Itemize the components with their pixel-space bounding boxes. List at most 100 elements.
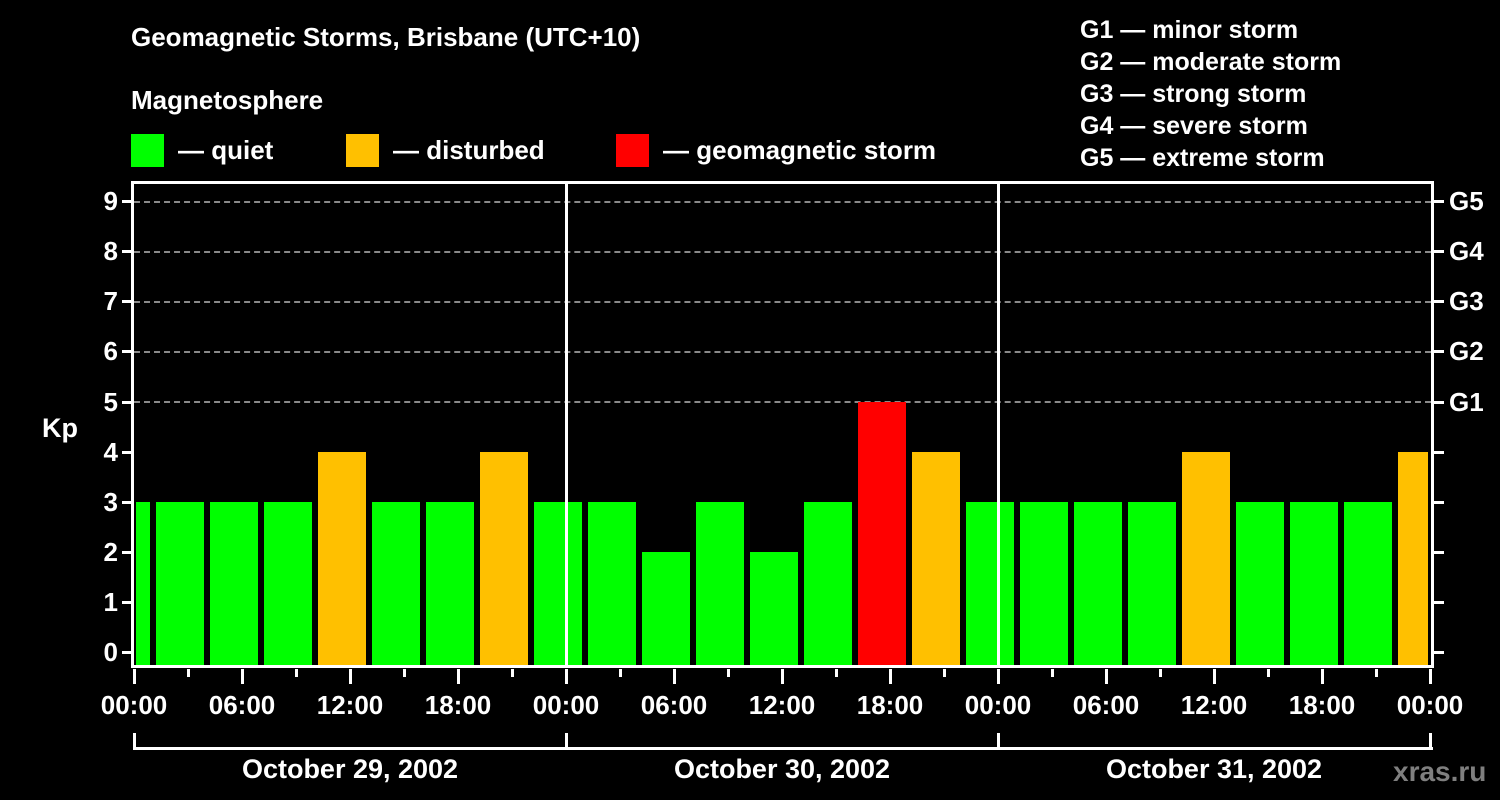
x-major-tick xyxy=(1105,669,1108,684)
x-major-tick xyxy=(241,669,244,684)
day-bracket-tick xyxy=(133,733,136,750)
kp-bar xyxy=(1020,502,1068,666)
x-minor-tick xyxy=(835,669,838,677)
x-minor-tick xyxy=(1159,669,1162,677)
y-tick xyxy=(122,451,132,454)
legend-storm: — geomagnetic storm xyxy=(616,134,936,167)
y-tick xyxy=(122,401,132,404)
y-tick-label: 3 xyxy=(103,487,118,517)
x-tick-label: 00:00 xyxy=(1396,690,1464,720)
g-level-label: G2 xyxy=(1449,336,1484,366)
kp-bar xyxy=(1398,452,1428,666)
y-tick-label: 1 xyxy=(103,587,118,617)
x-tick-label: 06:00 xyxy=(208,690,276,720)
legend-swatch-disturbed xyxy=(346,134,379,167)
x-tick-label: 00:00 xyxy=(964,690,1032,720)
x-minor-tick xyxy=(403,669,406,677)
kp-bar xyxy=(1128,502,1176,666)
kp-bar xyxy=(264,502,312,666)
y-axis-label: Kp xyxy=(42,413,78,443)
x-major-tick xyxy=(565,669,568,684)
x-major-tick xyxy=(781,669,784,684)
legend-disturbed: — disturbed xyxy=(346,134,545,167)
legend-label-quiet: — quiet xyxy=(178,135,274,165)
kp-bar xyxy=(1290,502,1338,666)
y-tick xyxy=(122,501,132,504)
legend-label-disturbed: — disturbed xyxy=(393,135,545,165)
legend-swatch-storm xyxy=(616,134,649,167)
right-tick xyxy=(1434,200,1444,203)
kp-bar xyxy=(156,502,204,666)
kp-bar xyxy=(210,502,258,666)
kp-bar xyxy=(1344,502,1392,666)
x-major-tick xyxy=(673,669,676,684)
day-separator xyxy=(565,181,568,668)
right-tick xyxy=(1434,451,1444,454)
day-bracket-tick xyxy=(1429,733,1432,750)
y-tick xyxy=(122,651,132,654)
kp-bar xyxy=(858,402,906,666)
g-scale-item: G4 — severe storm xyxy=(1080,112,1308,140)
kp-bar xyxy=(1074,502,1122,666)
kp-bar xyxy=(426,502,474,666)
gridline-kp9 xyxy=(134,201,1431,203)
right-tick xyxy=(1434,601,1444,604)
y-tick-label: 4 xyxy=(103,437,118,467)
legend-swatch-quiet xyxy=(131,134,164,167)
x-tick-label: 18:00 xyxy=(1288,690,1356,720)
right-tick xyxy=(1434,651,1444,654)
gridline-kp7 xyxy=(134,301,1431,303)
y-tick xyxy=(122,601,132,604)
x-major-tick xyxy=(889,669,892,684)
x-tick-label: 12:00 xyxy=(748,690,816,720)
y-tick-label: 2 xyxy=(103,537,118,567)
y-tick xyxy=(122,250,132,253)
x-tick-label: 12:00 xyxy=(1180,690,1248,720)
x-minor-tick xyxy=(1267,669,1270,677)
y-tick-label: 5 xyxy=(103,387,118,417)
gridline-kp5 xyxy=(134,401,1431,403)
chart-subtitle: Magnetosphere xyxy=(131,85,324,115)
g-level-label: G1 xyxy=(1449,387,1484,417)
x-tick-label: 00:00 xyxy=(100,690,168,720)
x-major-tick xyxy=(1213,669,1216,684)
plot-area xyxy=(131,181,1434,668)
kp-bar xyxy=(136,502,150,666)
gridline-kp8 xyxy=(134,251,1431,253)
day-label-oct30: October 30, 2002 xyxy=(673,754,891,784)
kp-bar xyxy=(1182,452,1230,666)
x-minor-tick xyxy=(511,669,514,677)
x-minor-tick xyxy=(943,669,946,677)
kp-bar xyxy=(912,452,960,666)
legend-label-storm: — geomagnetic storm xyxy=(663,135,937,165)
x-minor-tick xyxy=(1375,669,1378,677)
day-bracket-line xyxy=(133,747,1433,750)
kp-bar xyxy=(696,502,744,666)
day-label-oct29: October 29, 2002 xyxy=(241,754,459,784)
g-level-label: G3 xyxy=(1449,286,1484,316)
kp-bar xyxy=(750,552,798,666)
y-tick-label: 0 xyxy=(103,637,118,667)
kp-bar xyxy=(372,502,420,666)
x-tick-label: 00:00 xyxy=(532,690,600,720)
x-major-tick xyxy=(457,669,460,684)
day-bracket-tick xyxy=(997,733,1000,750)
y-tick-label: 8 xyxy=(103,236,118,266)
y-tick xyxy=(122,300,132,303)
g-scale-legend: G1 — minor storm G2 — moderate storm G3 … xyxy=(1080,14,1341,174)
x-minor-tick xyxy=(727,669,730,677)
kp-bar xyxy=(1236,502,1284,666)
y-tick-label: 7 xyxy=(103,286,118,316)
x-tick-label: 12:00 xyxy=(316,690,384,720)
x-major-tick xyxy=(349,669,352,684)
x-tick-label: 18:00 xyxy=(424,690,492,720)
right-tick xyxy=(1434,350,1444,353)
g-scale-item: G1 — minor storm xyxy=(1080,16,1299,44)
g-scale-item: G3 — strong storm xyxy=(1080,80,1307,108)
y-tick xyxy=(122,551,132,554)
day-bracket-tick xyxy=(565,733,568,750)
y-tick-label: 6 xyxy=(103,336,118,366)
y-tick xyxy=(122,350,132,353)
x-major-tick xyxy=(997,669,1000,684)
kp-bar xyxy=(966,502,1014,666)
